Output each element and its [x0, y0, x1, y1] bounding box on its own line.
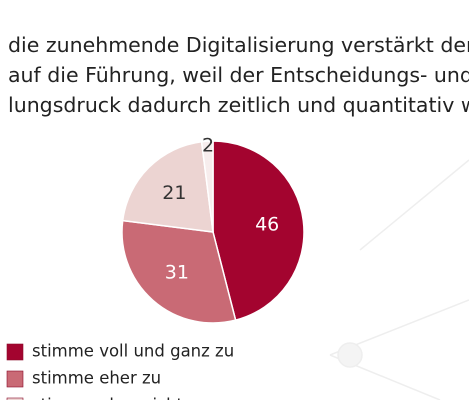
- legend-label: stimme voll und ganz zu: [32, 342, 234, 361]
- legend-swatch: [6, 370, 24, 388]
- data-label: 2: [202, 134, 214, 156]
- pie-slice: [212, 140, 305, 322]
- data-label: 31: [165, 261, 189, 283]
- chart-title: die zunehmende Digitalisierung verstärkt…: [8, 33, 469, 57]
- data-label: 21: [162, 182, 186, 204]
- legend-label: stimme eher nicht zu: [32, 396, 207, 400]
- legend-swatch: [6, 397, 24, 400]
- data-label: 46: [255, 214, 279, 236]
- background-network: [329, 159, 469, 400]
- pie-slice: [200, 140, 214, 233]
- legend-swatch: [6, 343, 24, 361]
- chart-title: auf die Führung, weil der Entscheidungs-…: [8, 63, 469, 87]
- legend-label: stimme eher zu: [32, 369, 161, 388]
- chart-title: lungsdruck dadurch zeitlich und quantita…: [8, 93, 469, 117]
- pie-slice: [121, 219, 237, 324]
- pie-slice: [121, 140, 214, 233]
